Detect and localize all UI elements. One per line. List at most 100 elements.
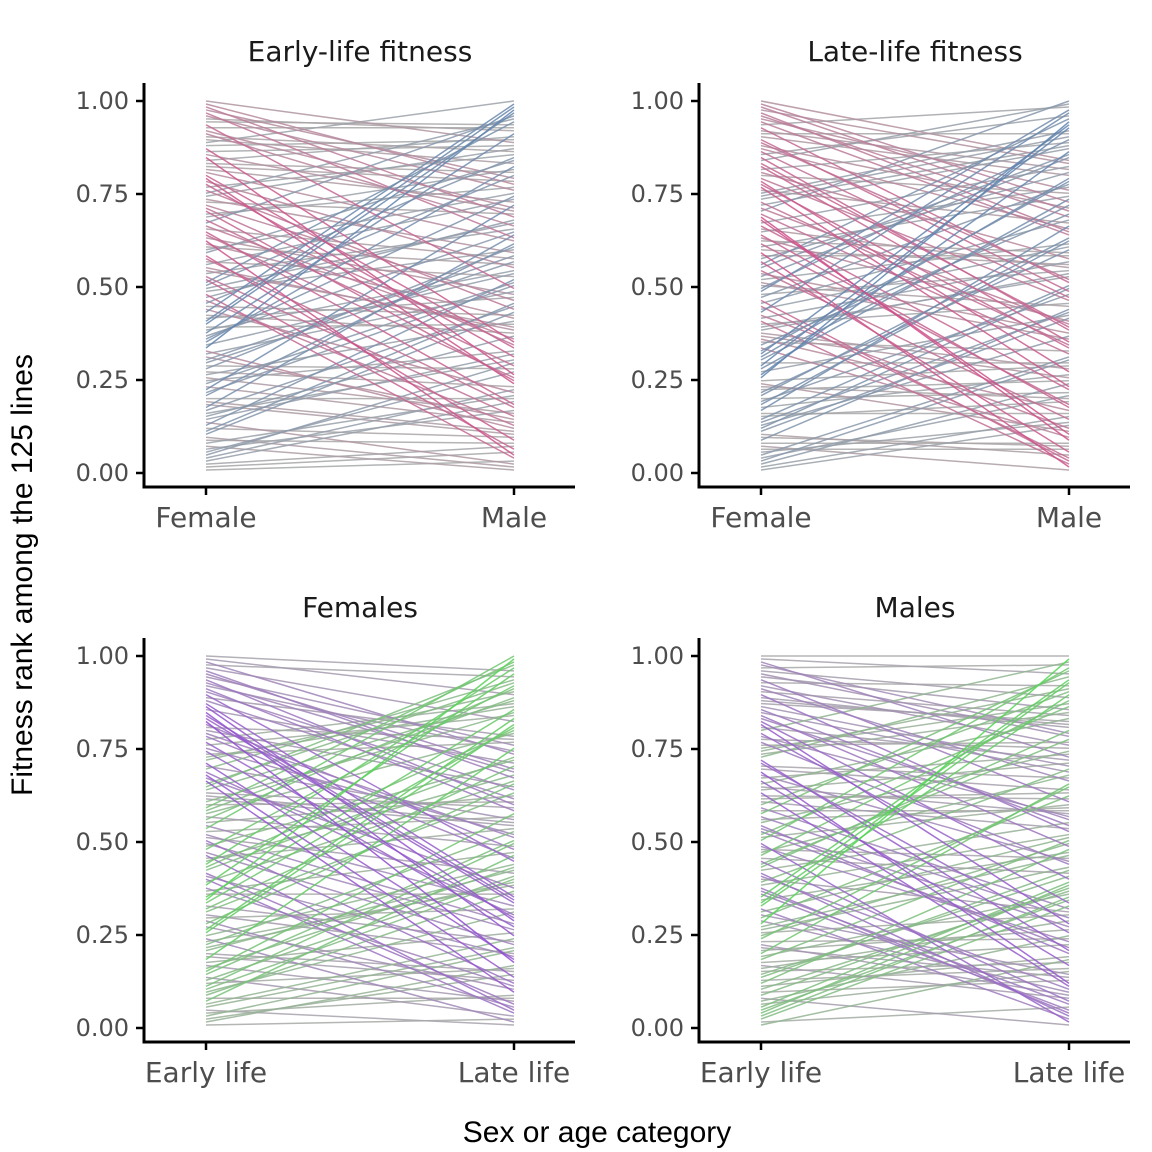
rank-line-92: [760, 839, 1070, 961]
rank-line-26: [760, 374, 1070, 409]
rank-line-55: [760, 688, 1070, 752]
rank-line-111: [760, 165, 1070, 343]
rank-line-3: [205, 121, 515, 126]
rank-line-90: [205, 246, 515, 370]
rank-line-30: [205, 400, 515, 433]
rank-line-103: [205, 813, 515, 973]
rank-line-121: [760, 771, 1070, 984]
rank-line-75: [760, 121, 1070, 236]
rank-line-113: [760, 783, 1070, 955]
rank-line-71: [205, 103, 515, 186]
rank-line-16: [760, 1006, 1070, 1023]
rank-line-17: [205, 451, 515, 468]
rank-line-60: [760, 664, 1070, 735]
rank-line-117: [205, 147, 515, 343]
rank-line-111: [205, 714, 515, 901]
rank-line-110: [205, 234, 515, 409]
rank-line-117: [205, 723, 515, 934]
rank-line-124: [205, 720, 515, 964]
rank-line-98: [760, 738, 1070, 866]
rank-line-78: [205, 670, 515, 779]
rank-line-51: [760, 100, 1070, 162]
panel-2: Late-life fitness 0.00 0.25 0.50 0.75 1.00 Fem…: [631, 35, 1130, 534]
rank-line-43: [205, 394, 515, 444]
rank-line-106: [205, 655, 515, 830]
rank-line-89: [760, 320, 1070, 465]
rank-line-121: [760, 150, 1070, 376]
rank-line-44: [760, 260, 1070, 319]
panel-3: Females 0.00 0.25 0.50 0.75 1.00 Early life Lat…: [76, 591, 575, 1089]
rank-line-52: [205, 153, 515, 212]
rank-line-76: [205, 362, 515, 456]
rank-line-8: [760, 792, 1070, 800]
rank-line-110: [760, 234, 1070, 409]
rank-line-108: [205, 210, 515, 382]
rank-line-81: [760, 112, 1070, 233]
rank-line-41: [205, 421, 515, 465]
rank-line-123: [205, 711, 515, 937]
rank-line-13: [760, 765, 1070, 779]
rank-lines: [760, 655, 1070, 1026]
rank-line-96: [205, 765, 515, 910]
rank-line-58: [760, 935, 1070, 1002]
rank-line-35: [760, 804, 1070, 839]
y-tick-label: 0.00: [76, 459, 129, 487]
rank-line-97: [205, 207, 515, 346]
rank-line-99: [760, 705, 1070, 836]
rank-line-107: [205, 124, 515, 290]
rank-line-77: [760, 815, 1070, 919]
rank-line-40: [205, 100, 515, 144]
y-tick-label: 0.75: [76, 735, 129, 763]
rank-line-67: [205, 661, 515, 755]
rank-line-104: [760, 694, 1070, 833]
rank-line-59: [205, 353, 515, 421]
rank-line-118: [205, 133, 515, 334]
rank-line-18: [760, 433, 1070, 456]
rank-line-45: [205, 147, 515, 197]
rank-line-104: [760, 240, 1070, 406]
rank-line-85: [760, 284, 1070, 421]
rank-line-63: [205, 699, 515, 791]
rank-line-15: [760, 400, 1070, 418]
panel-title: Early-life fitness: [248, 35, 473, 68]
x-category-label: Male: [1036, 501, 1102, 534]
rank-line-114: [205, 667, 515, 865]
y-tick-label: 0.75: [631, 735, 684, 763]
rank-line-70: [760, 106, 1070, 212]
rank-line-122: [760, 216, 1070, 441]
rank-line-51: [205, 911, 515, 994]
rank-line-76: [760, 717, 1070, 821]
rank-line-17: [760, 174, 1070, 195]
rank-line-49: [760, 272, 1070, 334]
rank-line-8: [205, 664, 515, 678]
axis-lines: [142, 638, 575, 1044]
rank-line-29: [760, 670, 1070, 699]
rank-line-108: [760, 180, 1070, 352]
rank-line-83: [205, 305, 515, 412]
rank-line-113: [760, 109, 1070, 293]
rank-line-91: [205, 688, 515, 821]
rank-line-118: [760, 759, 1070, 952]
panel-1: Early-life fitness 0.00 0.25 0.50 0.75 1.00 Fe…: [76, 35, 575, 534]
rank-line-69: [205, 887, 515, 988]
rank-line-101: [205, 661, 515, 809]
rank-line-16: [760, 106, 1070, 126]
rank-line-51: [760, 685, 1070, 747]
x-category-label: Late life: [1013, 1056, 1126, 1089]
rank-line-95: [760, 679, 1070, 803]
rank-line-77: [205, 732, 515, 839]
rank-line-59: [760, 661, 1070, 732]
y-tick-label: 0.50: [631, 828, 684, 856]
rank-line-16: [205, 955, 515, 982]
rank-line-64: [205, 272, 515, 346]
rank-line-100: [760, 884, 1070, 1014]
rank-line-87: [760, 691, 1070, 806]
rank-line-73: [760, 890, 1070, 991]
rank-line-71: [205, 690, 515, 791]
y-tick-label: 0.75: [631, 180, 684, 208]
rank-line-66: [205, 851, 515, 946]
rank-line-34: [760, 955, 1070, 988]
rank-line-101: [205, 278, 515, 427]
rank-line-39: [760, 195, 1070, 248]
rank-line-6: [205, 741, 515, 755]
